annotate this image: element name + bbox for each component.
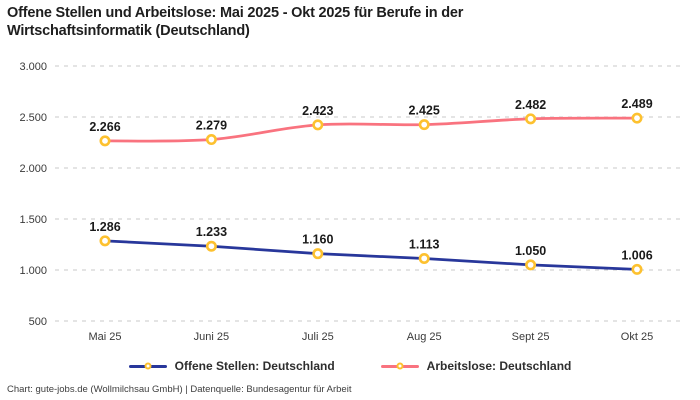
y-tick-label: 1.500 [19,214,47,226]
data-point-marker-arbeitslose-deutschland[interactable] [631,112,643,124]
y-tick-label: 1.000 [19,265,47,277]
data-point-label-arbeitslose-deutschland: 2.266 [89,120,120,134]
y-tick-label: 2.000 [19,163,47,175]
legend-item-arbeitslose: Arbeitslose: Deutschland [380,359,572,373]
legend-label-arbeitslose: Arbeitslose: Deutschland [426,359,572,373]
data-point-label-offene-stellen-deutschland: 1.286 [89,220,120,234]
chart-source-footer: Chart: gute-jobs.de (Wollmilchsau GmbH) … [7,384,352,395]
data-point-marker-arbeitslose-deutschland[interactable] [312,119,324,131]
data-point-marker-arbeitslose-deutschland[interactable] [99,135,111,147]
data-point-label-arbeitslose-deutschland: 2.279 [196,119,227,133]
data-point-label-offene-stellen-deutschland: 1.233 [196,225,227,239]
series-line-arbeitslose-deutschland [103,116,639,143]
data-point-marker-offene-stellen-deutschland[interactable] [205,240,217,252]
data-point-marker-arbeitslose-deutschland[interactable] [418,119,430,131]
line-chart: 500 1.000 1.500 2.000 2.500 3.000 Mai 25 Juni 2… [19,61,685,343]
chart-legend: Offene Stellen: Deutschland Arbeitslose:… [0,359,700,373]
legend-marker-icon [144,362,152,370]
data-point-marker-arbeitslose-deutschland[interactable] [525,113,537,125]
data-point-label-offene-stellen-deutschland: 1.160 [302,233,333,247]
data-point-label-offene-stellen-deutschland: 1.113 [409,237,440,251]
data-point-label-arbeitslose-deutschland: 2.489 [621,97,652,111]
x-tick-label: Aug 25 [407,331,442,343]
x-tick-label: Okt 25 [621,331,653,343]
y-tick-label: 500 [29,316,47,328]
x-tick-label: Sept 25 [512,331,550,343]
data-point-marker-offene-stellen-deutschland[interactable] [99,235,111,247]
series-line-offene-stellen-deutschland [103,239,639,271]
data-point-label-arbeitslose-deutschland: 2.423 [302,104,333,118]
x-tick-label: Juni 25 [194,331,229,343]
y-tick-label: 3.000 [19,61,47,73]
data-point-label-offene-stellen-deutschland: 1.050 [515,244,546,258]
legend-swatch-arbeitslose [380,361,419,371]
legend-marker-icon [396,362,404,370]
data-point-label-offene-stellen-deutschland: 1.006 [621,248,652,262]
y-tick-label: 2.500 [19,112,47,124]
data-point-marker-offene-stellen-deutschland[interactable] [418,252,430,264]
data-point-marker-offene-stellen-deutschland[interactable] [312,248,324,260]
legend-item-offene-stellen: Offene Stellen: Deutschland [128,359,335,373]
data-point-marker-offene-stellen-deutschland[interactable] [631,263,643,275]
data-point-label-arbeitslose-deutschland: 2.482 [515,98,546,112]
chart-title: Offene Stellen und Arbeitslose: Mai 2025… [7,5,464,40]
x-tick-label: Mai 25 [88,331,121,343]
legend-label-offene-stellen: Offene Stellen: Deutschland [174,359,335,373]
data-point-marker-arbeitslose-deutschland[interactable] [205,134,217,146]
x-tick-label: Juli 25 [302,331,334,343]
data-point-label-arbeitslose-deutschland: 2.425 [409,104,440,118]
data-point-marker-offene-stellen-deutschland[interactable] [525,259,537,271]
legend-swatch-offene-stellen [128,361,167,371]
